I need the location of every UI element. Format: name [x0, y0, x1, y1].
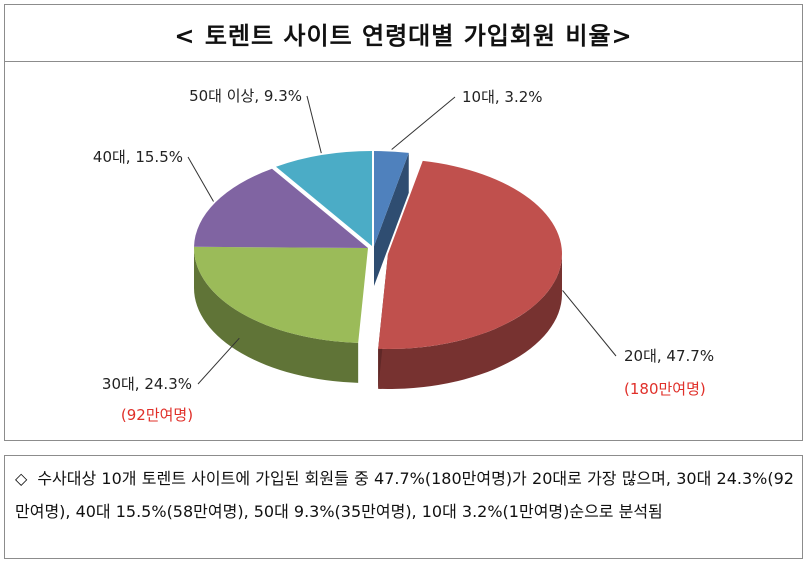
- slice-label-5: 50대 이상, 9.3%: [189, 87, 302, 105]
- leader-line-4: [187, 156, 214, 202]
- title-bar: < 토렌트 사이트 연령대별 가입회원 비율>: [5, 5, 802, 62]
- pie-slice-3: [194, 246, 368, 343]
- leader-line-1: [391, 96, 456, 150]
- leader-line-2: [562, 290, 617, 357]
- slice-label-2: 20대, 47.7%: [624, 347, 714, 365]
- slice-label-3: 30대, 24.3%: [102, 375, 192, 393]
- pie-side-2: [378, 254, 562, 389]
- pie-side-3: [194, 248, 359, 383]
- pie-slice-4: [194, 168, 368, 248]
- chart-frame: < 토렌트 사이트 연령대별 가입회원 비율>: [4, 4, 803, 441]
- pie-tops: [194, 151, 563, 349]
- pie-slice-2: [378, 160, 563, 349]
- leader-lines: [187, 95, 617, 385]
- pie-chart: 10대, 3.2% 20대, 47.7% (180만여명) 30대, 24.3% (92…: [93, 87, 714, 424]
- slice-note-2: (180만여명): [624, 380, 706, 398]
- summary-text: 수사대상 10개 토렌트 사이트에 가입된 회원들 중 47.7%(180만여명…: [15, 469, 794, 521]
- pie-slice-1: [374, 151, 409, 246]
- diamond-bullet-icon: ◇: [15, 469, 28, 488]
- slice-labels: 10대, 3.2% 20대, 47.7% (180만여명) 30대, 24.3% (92…: [93, 87, 714, 424]
- summary-note: ◇ 수사대상 10개 토렌트 사이트에 가입된 회원들 중 47.7%(180만여…: [4, 455, 803, 559]
- pie-cut-face-1: [374, 152, 409, 286]
- leader-line-5: [306, 95, 322, 154]
- slice-label-4: 40대, 15.5%: [93, 148, 183, 166]
- leader-line-3: [197, 337, 240, 385]
- pie-slice-5: [276, 151, 372, 246]
- slice-note-3: (92만여명): [121, 406, 193, 424]
- slice-label-1: 10대, 3.2%: [462, 88, 543, 106]
- chart-title: < 토렌트 사이트 연령대별 가입회원 비율>: [174, 21, 633, 50]
